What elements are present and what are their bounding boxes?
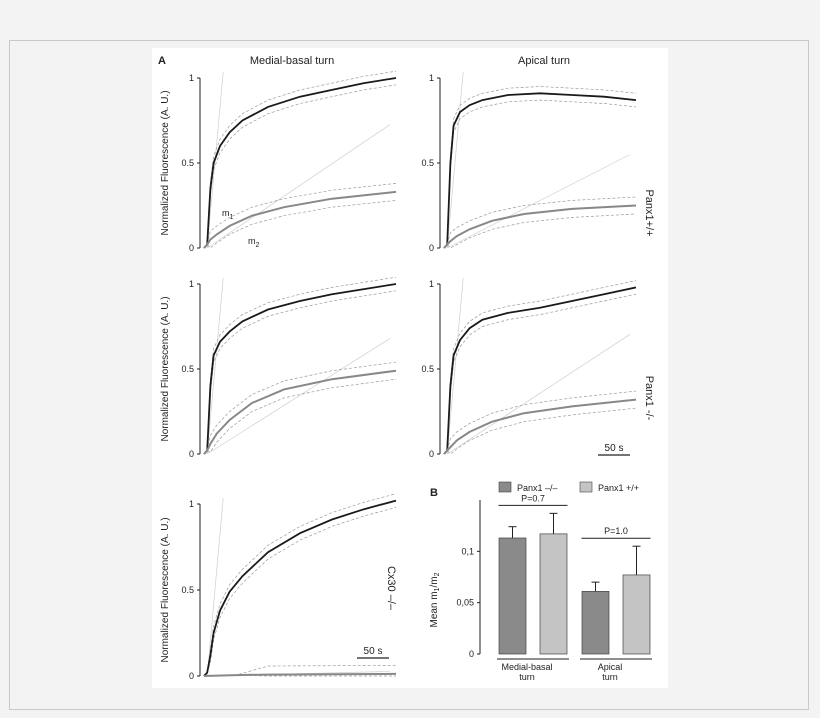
scalebar-label-bottom: 50 s — [364, 646, 383, 657]
p-value-label: P=1.0 — [604, 526, 628, 536]
y-tick-label: 1 — [189, 279, 194, 289]
panel-b-letter: B — [430, 487, 438, 499]
slope-guide-m1 — [206, 277, 224, 455]
row-label-panx1-ko: Panx1 -/- — [643, 376, 655, 421]
m2-label: m2 — [248, 236, 260, 249]
sem-lower-m1 — [203, 290, 397, 455]
y-tick-label: 1 — [429, 279, 434, 289]
slope-guide-m2 — [207, 338, 391, 455]
sem-lower-m2 — [203, 200, 397, 249]
y-axis-label: Normalized Fluorescence (A. U.) — [160, 296, 171, 441]
line-panel-basal-panx1-ko: 0 0.5 1 Normalized Fluorescence (A. U.) — [160, 276, 397, 459]
panel-a-letter: A — [158, 55, 166, 67]
y-tick-label: 1 — [189, 73, 194, 83]
y-axis-label: Normalized Fluorescence (A. U.) — [160, 90, 171, 235]
bar-y-tick-label: 0,1 — [461, 546, 474, 556]
slope-guide-m2 — [447, 334, 631, 455]
y-tick-label: 0.5 — [181, 158, 194, 168]
y-tick-label: 0 — [189, 243, 194, 253]
m1-label: m1 — [222, 208, 234, 221]
y-tick-label: 0 — [189, 671, 194, 681]
sem-lower-m2 — [443, 213, 637, 249]
y-tick-label: 0.5 — [421, 158, 434, 168]
bar-category-1-line1: Medial-basal — [501, 662, 552, 672]
sem-lower-m1 — [203, 507, 397, 677]
sem-lower-m2 — [443, 407, 637, 455]
y-tick-label: 1 — [189, 499, 194, 509]
y-axis-label: Normalized Fluorescence (A. U.) — [160, 517, 171, 662]
bar-y-tick-label: 0 — [469, 649, 474, 659]
bar-chart: 0 0,05 0,1 P=0.7 P=1.0 — [456, 493, 652, 660]
sem-upper-m1 — [443, 280, 637, 455]
row-label-panx1-wt: Panx1+/+ — [643, 189, 655, 236]
line-panel-apical-panx1-ko: 00.51 — [421, 277, 637, 459]
legend-label-wildtype: Panx1 +/+ — [598, 483, 639, 493]
line-panel-basal-cx30-ko: 0 0.5 1 Normalized Fluorescence (A. U.) — [160, 493, 397, 681]
figure-panel: A Medial-basal turn Apical turn Panx1+/+… — [152, 48, 668, 688]
sem-upper-m1 — [203, 276, 397, 455]
trace-m2 — [203, 672, 397, 677]
trace-m1 — [443, 286, 637, 455]
bar-category-2-line2: turn — [602, 672, 618, 682]
slope-guide-m1 — [446, 71, 464, 249]
col2-title: Apical turn — [518, 55, 570, 67]
sem-lower-m1 — [443, 99, 637, 249]
slope-guide-m1 — [206, 497, 224, 677]
sem-lower-m2 — [203, 378, 397, 455]
figure-svg: A Medial-basal turn Apical turn Panx1+/+… — [158, 55, 655, 682]
y-tick-label: 0 — [189, 449, 194, 459]
sem-upper-m1 — [203, 70, 397, 249]
y-tick-label: 1 — [429, 73, 434, 83]
bar-wildtype-basal — [539, 533, 568, 655]
line-panel-basal-panx1-wt: 0 0.5 1 Normalized Fluorescence (A. U.) — [160, 70, 397, 253]
sem-upper-m2 — [443, 390, 637, 455]
bar-wildtype-apical — [622, 574, 651, 655]
bar-y-tick-label: 0,05 — [456, 598, 474, 608]
y-tick-label: 0.5 — [181, 364, 194, 374]
y-tick-label: 0.5 — [421, 364, 434, 374]
col1-title: Medial-basal turn — [250, 55, 334, 67]
scalebar-label-top: 50 s — [605, 443, 624, 454]
bar-knockout-apical — [581, 591, 610, 655]
legend-label-knockout: Panx1 –/– — [517, 483, 558, 493]
y-tick-label: 0.5 — [181, 585, 194, 595]
sem-upper-m2 — [203, 361, 397, 455]
trace-m1 — [203, 283, 397, 455]
trace-m1 — [203, 499, 397, 677]
sem-upper-m1 — [203, 493, 397, 677]
p-value-label: P=0.7 — [521, 493, 545, 503]
sem-upper-m1 — [443, 86, 637, 249]
slope-guide-m2 — [447, 154, 631, 249]
trace-m2 — [443, 204, 637, 249]
trace-m1 — [203, 77, 397, 249]
trace-m2 — [203, 190, 397, 249]
legend-swatch-wildtype — [579, 481, 593, 493]
bar-ylabel: Mean m1/m2 — [429, 572, 441, 627]
bar-category-2-line1: Apical — [598, 662, 623, 672]
y-tick-label: 0 — [429, 243, 434, 253]
sem-upper-m2 — [443, 196, 637, 249]
y-tick-label: 0 — [429, 449, 434, 459]
sem-upper-m2 — [203, 183, 397, 249]
row-label-cx30-ko: Cx30 –/– — [385, 566, 397, 611]
bar-knockout-basal — [498, 537, 527, 655]
legend-swatch-knockout — [498, 481, 512, 493]
trace-m1 — [443, 92, 637, 249]
slope-guide-m1 — [446, 277, 464, 455]
trace-m2 — [443, 398, 637, 455]
line-panel-apical-panx1-wt: 00.51 — [421, 71, 637, 253]
bar-category-1-line2: turn — [519, 672, 535, 682]
slope-guide-m2 — [207, 124, 391, 249]
trace-m2 — [203, 369, 397, 455]
